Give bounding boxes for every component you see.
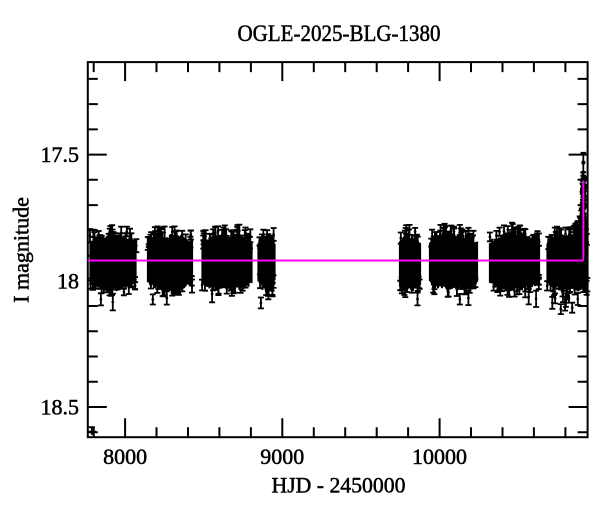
svg-text:OGLE-2025-BLG-1380: OGLE-2025-BLG-1380 xyxy=(238,21,441,46)
svg-text:17.5: 17.5 xyxy=(41,142,80,167)
svg-text:9000: 9000 xyxy=(260,444,304,469)
svg-text:HJD - 2450000: HJD - 2450000 xyxy=(272,473,406,498)
svg-text:18.5: 18.5 xyxy=(41,395,80,420)
svg-text:18: 18 xyxy=(57,268,79,293)
svg-text:10000: 10000 xyxy=(412,444,467,469)
svg-text:I magnitude: I magnitude xyxy=(9,197,34,303)
svg-text:8000: 8000 xyxy=(103,444,147,469)
